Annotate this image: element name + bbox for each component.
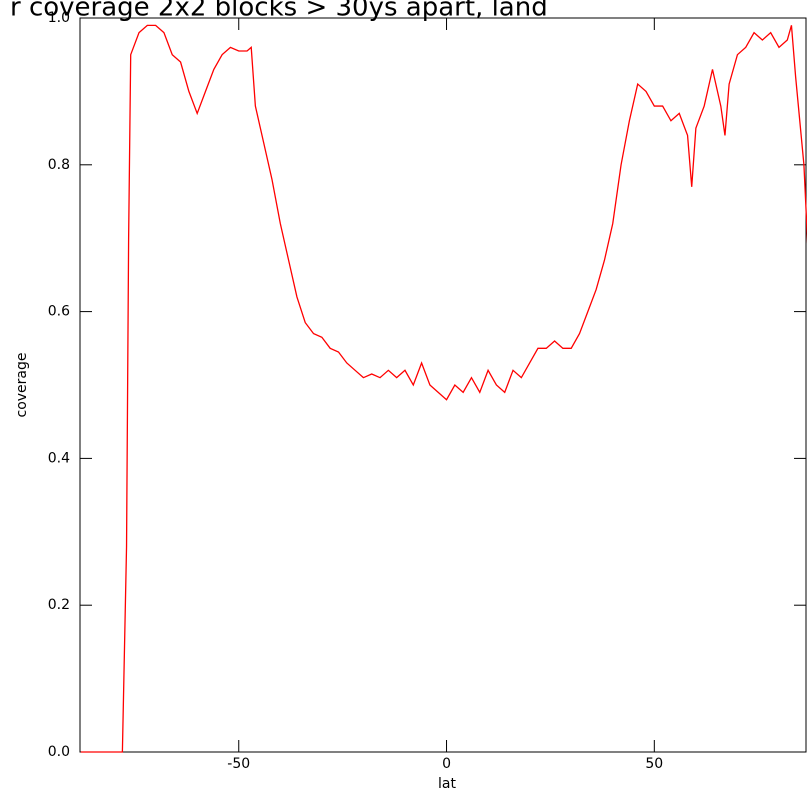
y-tick-label: 0.2 [48, 597, 70, 613]
x-tick-label: 0 [442, 756, 451, 772]
y-tick-label: 0.6 [48, 304, 70, 320]
x-axis-label: lat [438, 776, 456, 792]
chart-title: r coverage 2x2 blocks > 30ys apart, land [10, 0, 548, 23]
y-tick-label: 0.8 [48, 157, 70, 173]
y-tick-label: 0.4 [48, 450, 70, 466]
x-tick-label: 50 [645, 756, 663, 772]
y-tick-label: 1.0 [48, 10, 70, 26]
x-tick-label: -50 [227, 756, 250, 772]
plot-frame [79, 17, 807, 753]
y-axis-label: coverage [14, 353, 30, 418]
data-line [80, 24, 807, 753]
y-tick-label: 0.0 [48, 744, 70, 760]
